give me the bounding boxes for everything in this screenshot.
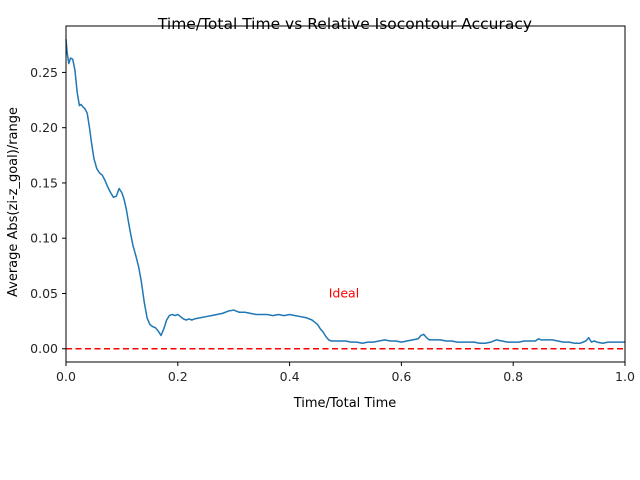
chart-title: Time/Total Time vs Relative Isocontour A… — [157, 15, 532, 33]
annotation-0: Ideal — [329, 285, 359, 300]
y-tick-label: 0.15 — [30, 175, 58, 190]
y-tick-label: 0.05 — [30, 286, 58, 301]
x-tick-label: 0.8 — [503, 369, 523, 384]
x-tick-label: 1.0 — [615, 369, 635, 384]
plot-frame — [65, 25, 626, 363]
plot-lines — [65, 39, 625, 350]
y-tick-label: 0.00 — [30, 341, 58, 356]
x-tick-label: 0.0 — [56, 369, 76, 384]
y-tick-label: 0.20 — [30, 120, 58, 135]
x-tick-label: 0.6 — [391, 369, 411, 384]
x-tick-label: 0.2 — [168, 369, 188, 384]
x-axis: 0.0 0.2 0.4 0.6 0.8 1.0 — [56, 362, 635, 384]
x-axis-label: Time/Total Time — [293, 396, 397, 411]
y-axis: 0.00 0.05 0.10 0.15 0.20 0.25 — [30, 65, 66, 356]
x-tick-label: 0.4 — [280, 369, 300, 384]
y-axis-label: Average Abs(zi-z_goal)/range — [6, 107, 21, 297]
y-tick-label: 0.10 — [30, 231, 58, 246]
y-tick-label: 0.25 — [30, 65, 58, 80]
annotations: Ideal — [329, 285, 359, 300]
series-line-0 — [65, 39, 625, 344]
